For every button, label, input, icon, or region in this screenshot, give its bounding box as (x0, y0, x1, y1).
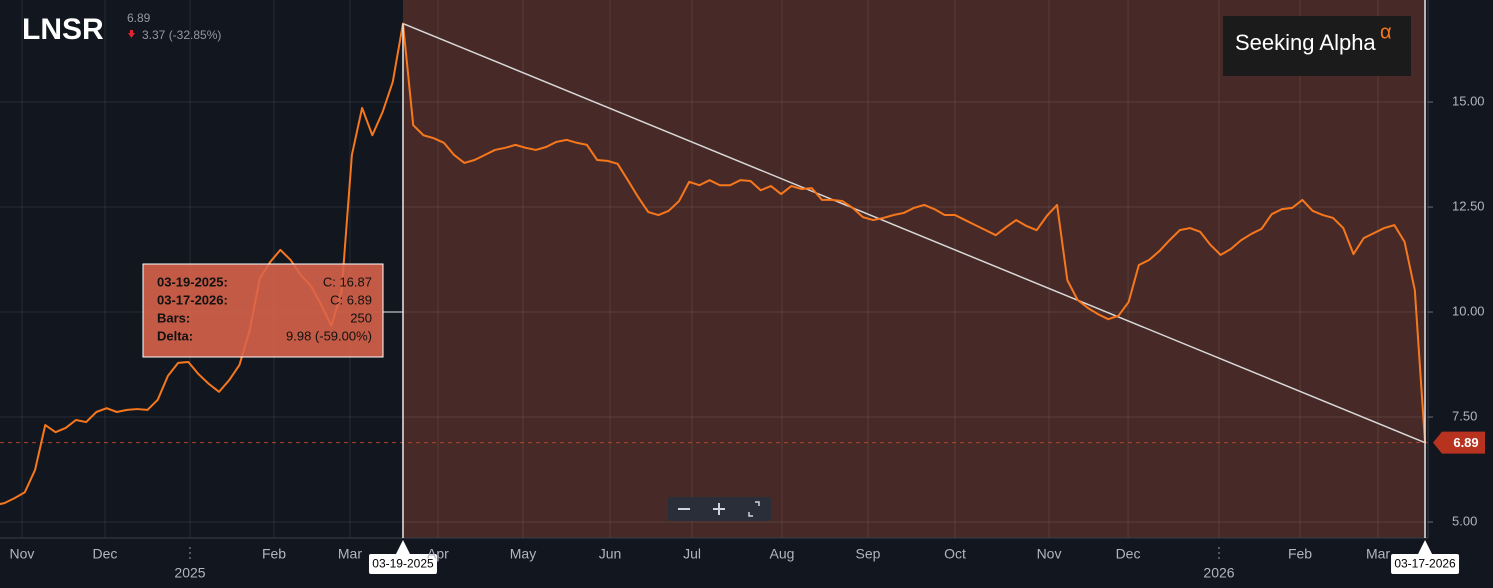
y-tick-label: 12.50 (1452, 198, 1485, 213)
logo-mark: α (1380, 21, 1392, 43)
x-tick-label: 2026 (1203, 565, 1234, 581)
x-tick-label: Dec (93, 546, 118, 562)
x-tick-label: May (510, 546, 536, 562)
tooltip-value: 250 (350, 310, 372, 325)
reset-button[interactable] (742, 499, 766, 519)
change: 3.37 (-32.85%) (142, 28, 221, 42)
last-price: 6.89 (127, 11, 151, 25)
x-tick-label: Jul (683, 546, 701, 562)
y-tick-label: 15.00 (1452, 93, 1485, 108)
tooltip-value: C: 6.89 (330, 292, 372, 307)
tooltip-value: 9.98 (-59.00%) (286, 328, 372, 343)
x-tick-label: Nov (1037, 546, 1062, 562)
date-flag-pointer (395, 540, 410, 554)
down-arrow (128, 30, 135, 38)
x-tick-label: Mar (338, 546, 362, 562)
date-flag-pointer (1418, 540, 1433, 554)
measure-line (402, 22, 1426, 444)
logo: Seeking Alpha (1235, 30, 1376, 55)
x-tick-label: Feb (1288, 546, 1312, 562)
date-flag-label: 03-19-2025 (372, 557, 434, 571)
tooltip-key: 03-17-2026: (157, 292, 228, 307)
x-tick-label: Feb (262, 546, 286, 562)
y-tick-label: 5.00 (1452, 513, 1477, 528)
x-tick-label: Mar (1366, 546, 1390, 562)
price-line (0, 22, 1427, 506)
tooltip-key: Bars: (157, 310, 190, 325)
x-tick-label: Oct (944, 546, 966, 562)
x-tick-label: Jun (599, 546, 622, 562)
zoom-controls (668, 497, 771, 521)
x-tick-label: Aug (770, 546, 795, 562)
tooltip-value: C: 16.87 (323, 274, 372, 289)
x-tick-label: Dec (1116, 546, 1141, 562)
y-tick-label: 10.00 (1452, 303, 1485, 318)
measure-range (402, 0, 1426, 538)
tooltip-key: 03-19-2025: (157, 274, 228, 289)
date-flag (368, 554, 437, 574)
date-flag-label: 03-17-2026 (1394, 557, 1456, 571)
price-flag-label: 6.89 (1453, 435, 1478, 450)
zoom-in-icon (713, 503, 725, 515)
tooltip-key: Delta: (157, 328, 193, 343)
date-flag (1391, 554, 1460, 574)
x-tick-label: Nov (10, 546, 35, 562)
overlay: 03-19-2025 03-17-2026 6.89 03-19-2025: C: 16… (142, 0, 1485, 574)
plot-area (0, 0, 1428, 538)
logo-box (1223, 16, 1411, 76)
x-tick-label: 2025 (174, 565, 205, 581)
ticker: LNSR (22, 13, 104, 46)
tooltip (142, 263, 384, 358)
x-tick-label: Apr (427, 546, 449, 562)
y-tick-label: 7.50 (1452, 408, 1477, 423)
price-flag (1433, 431, 1485, 454)
reset-icon (748, 501, 760, 517)
x-tick-label: Sep (856, 546, 881, 562)
